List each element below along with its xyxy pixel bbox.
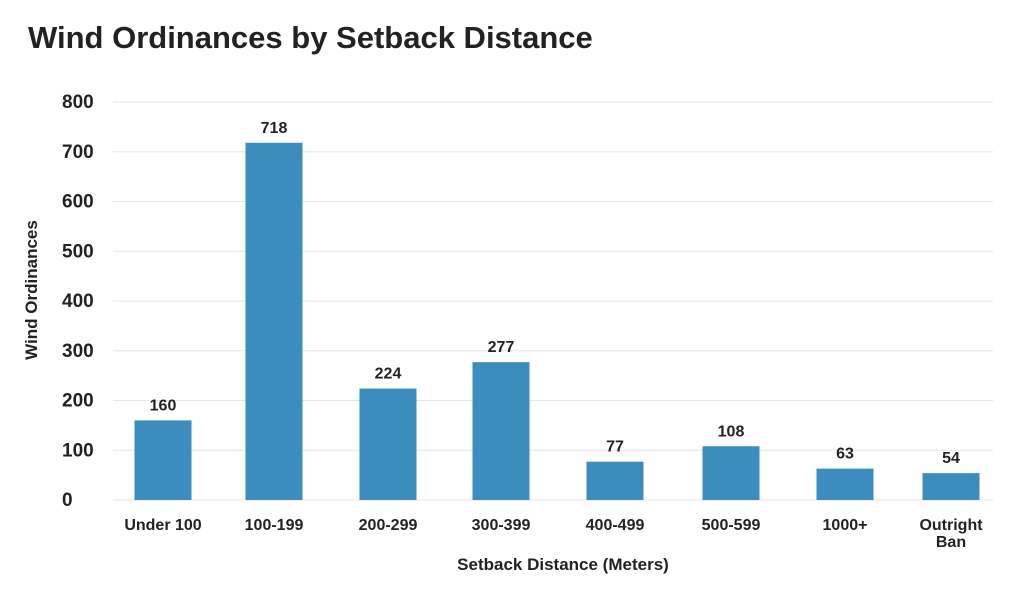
y-tick-label: 0 [62, 490, 73, 511]
y-tick-label: 400 [62, 291, 94, 312]
y-tick-label: 700 [62, 142, 94, 163]
x-tick-label: 100-199 [245, 517, 304, 534]
chart-title: Wind Ordinances by Setback Distance [28, 20, 593, 55]
x-tick-label: 200-299 [359, 517, 418, 534]
x-axis-label: Setback Distance (Meters) [457, 555, 669, 574]
data-label: 160 [150, 397, 177, 414]
data-label: 63 [836, 446, 854, 463]
bar [816, 468, 874, 500]
y-tick-label: 100 [62, 440, 94, 461]
bars [134, 142, 980, 501]
data-label: 77 [606, 439, 624, 456]
bar [472, 362, 530, 500]
gridlines [113, 101, 993, 501]
data-label: 54 [942, 450, 960, 467]
data-label: 224 [375, 366, 402, 383]
bar [586, 461, 644, 500]
y-tick-label: 200 [62, 391, 94, 412]
x-axis-ticks: Under 100 100-199 200-299 300-399 400-499 500… [124, 517, 983, 551]
x-tick-label: 300-399 [472, 517, 531, 534]
data-label: 718 [261, 120, 288, 137]
bar [922, 473, 980, 500]
y-tick-label: 300 [62, 341, 94, 362]
x-tick-label: 500-599 [702, 517, 761, 534]
bar [134, 420, 192, 500]
y-axis-ticks: 0 100 200 300 400 500 600 700 800 [62, 92, 94, 511]
x-tick-label: 400-499 [586, 517, 645, 534]
bar [702, 446, 760, 500]
y-axis-label: Wind Ordinances [22, 220, 41, 360]
y-tick-label: 500 [62, 241, 94, 262]
data-label: 108 [718, 423, 745, 440]
x-tick-label: Under 100 [124, 517, 201, 534]
y-tick-label: 800 [62, 92, 94, 113]
data-label: 277 [488, 339, 515, 356]
x-tick-label: Outright Ban [919, 517, 983, 551]
bar [245, 142, 303, 501]
x-tick-label: 1000+ [823, 517, 868, 534]
y-tick-label: 600 [62, 192, 94, 213]
bar [359, 388, 417, 500]
data-labels: 160 718 224 277 77 108 63 54 [150, 120, 960, 467]
